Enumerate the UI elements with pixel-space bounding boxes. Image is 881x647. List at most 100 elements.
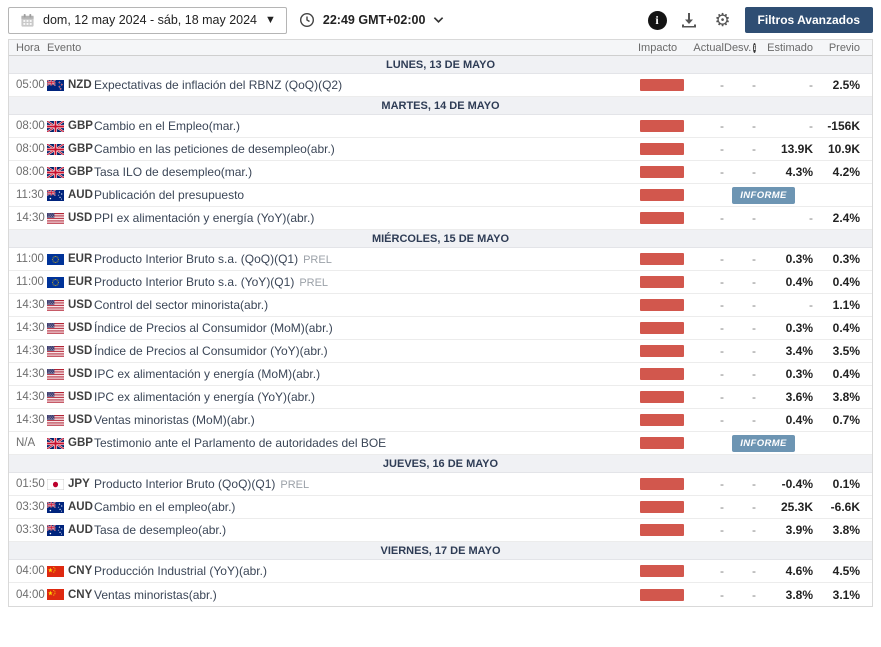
estimado-value: - — [809, 119, 813, 133]
flag-jpy-icon — [47, 478, 64, 490]
impact-cell — [638, 414, 690, 426]
flag-usd-icon — [47, 322, 64, 334]
actual-value: - — [720, 142, 724, 156]
event-row[interactable]: 14:30 USD IPC ex alimentación y energía (M… — [9, 363, 872, 386]
event-row[interactable]: 14:30 USD Índice de Precios al Consumidor … — [9, 317, 872, 340]
event-row[interactable]: 03:30 AUD Tasa de desempleo(abr.) - - 3.9% 3.8… — [9, 519, 872, 542]
event-name: Expectativas de inflación del RBNZ (QoQ)… — [94, 78, 343, 92]
event-name: Producto Interior Bruto s.a. (YoY)(Q1) PR… — [94, 275, 329, 289]
previo-value: 0.4% — [832, 321, 860, 335]
event-row[interactable]: 11:00 EUR Producto Interior Bruto s.a. (Qo… — [9, 248, 872, 271]
event-suffix: PREL — [280, 479, 310, 491]
event-row[interactable]: 04:00 CNY Ventas minoristas(abr.) - - 3.8% 3.1… — [9, 583, 872, 606]
event-row[interactable]: 04:00 CNY Producción Industrial (YoY)(abr.… — [9, 560, 872, 583]
event-time: 05:00 — [16, 79, 45, 91]
download-icon[interactable] — [677, 8, 701, 32]
impact-cell — [638, 189, 690, 201]
event-name: Índice de Precios al Consumidor (MoM)(ab… — [94, 321, 333, 335]
impact-bar — [640, 478, 684, 490]
event-time: 04:00 — [16, 565, 45, 577]
impact-bar — [640, 368, 684, 380]
impact-bar — [640, 524, 684, 536]
impact-bar — [640, 120, 684, 132]
date-range-picker[interactable]: dom, 12 may 2024 - sáb, 18 may 2024 ▼ — [8, 6, 287, 34]
desv-value: - — [752, 413, 756, 427]
currency-code: USD — [68, 368, 93, 380]
advanced-filters-button[interactable]: Filtros Avanzados — [744, 7, 873, 33]
actual-value: - — [720, 119, 724, 133]
event-row[interactable]: 03:30 AUD Cambio en el empleo(abr.) - - 25.3K… — [9, 496, 872, 519]
event-row[interactable]: 11:00 EUR Producto Interior Bruto s.a. (Yo… — [9, 271, 872, 294]
event-name: Producción Industrial (YoY)(abr.) — [94, 564, 267, 578]
event-name: PPI ex alimentación y energía (YoY)(abr.… — [94, 211, 315, 225]
event-row[interactable]: N/A GBP Testimonio ante el Parlamento de a… — [9, 432, 872, 455]
event-name: Control del sector minorista(abr.) — [94, 298, 269, 312]
event-currency: USD — [47, 345, 94, 357]
event-row[interactable]: 05:00 NZD Expectativas de inflación del RB… — [9, 74, 872, 97]
previo-value: 1.1% — [832, 298, 860, 312]
timezone-selector[interactable]: 22:49 GMT+02:00 — [299, 12, 445, 29]
event-row[interactable]: 08:00 GBP Cambio en las peticiones de dese… — [9, 138, 872, 161]
impact-cell — [638, 478, 690, 490]
event-row[interactable]: 08:00 GBP Cambio en el Empleo(mar.) - - - -156… — [9, 115, 872, 138]
estimado-value: 0.3% — [785, 321, 813, 335]
event-name: Tasa ILO de desempleo(mar.) — [94, 165, 253, 179]
event-row[interactable]: 14:30 USD IPC ex alimentación y energía (Y… — [9, 386, 872, 409]
gear-icon[interactable]: ⚙ — [714, 10, 731, 30]
event-time: 11:30 — [16, 189, 44, 201]
impact-bar — [640, 189, 684, 201]
event-time: 08:00 — [16, 143, 45, 155]
estimado-value: - — [809, 298, 813, 312]
currency-code: EUR — [68, 276, 93, 288]
desv-value: - — [752, 321, 756, 335]
impact-cell — [638, 565, 690, 577]
impact-cell — [638, 166, 690, 178]
event-time: 08:00 — [16, 120, 45, 132]
desv-value: - — [752, 119, 756, 133]
event-row[interactable]: 01:50 JPY Producto Interior Bruto (QoQ)(Q1… — [9, 473, 872, 496]
desv-value: - — [752, 78, 756, 92]
event-row[interactable]: 11:30 AUD Publicación del presupuesto INFOR… — [9, 184, 872, 207]
desv-value: - — [752, 211, 756, 225]
desv-value: - — [752, 165, 756, 179]
currency-code: AUD — [68, 501, 93, 513]
event-currency: EUR — [47, 253, 94, 265]
informe-badge[interactable]: INFORME — [732, 186, 795, 204]
dropdown-caret-icon: ▼ — [265, 13, 276, 26]
info-button[interactable]: i — [647, 10, 667, 30]
header-desv: Desv. i — [724, 41, 756, 54]
event-currency: AUD — [47, 189, 94, 201]
previo-value: 0.7% — [832, 413, 860, 427]
event-currency: USD — [47, 414, 94, 426]
chevron-down-icon — [432, 14, 445, 27]
header-impacto: Impacto — [638, 41, 678, 54]
event-time: 14:30 — [16, 414, 45, 426]
event-currency: GBP — [47, 166, 94, 178]
event-time: 14:30 — [16, 345, 45, 357]
event-row[interactable]: 14:30 USD PPI ex alimentación y energía (Y… — [9, 207, 872, 230]
previo-value: 4.5% — [832, 564, 860, 578]
impact-cell — [638, 253, 690, 265]
event-name: Testimonio ante el Parlamento de autorid… — [94, 436, 387, 450]
desv-value: - — [752, 564, 756, 578]
event-name: Cambio en las peticiones de desempleo(ab… — [94, 142, 335, 156]
event-time: 11:00 — [16, 253, 44, 265]
event-row[interactable]: 14:30 USD Control del sector minorista(abr… — [9, 294, 872, 317]
event-row[interactable]: 14:30 USD Ventas minoristas (MoM)(abr.) - - 0… — [9, 409, 872, 432]
desv-info-icon[interactable]: i — [753, 42, 756, 53]
estimado-value: 0.4% — [785, 413, 813, 427]
flag-nzd-icon — [47, 79, 64, 91]
event-row[interactable]: 08:00 GBP Tasa ILO de desempleo(mar.) - - 4.3… — [9, 161, 872, 184]
event-currency: USD — [47, 212, 94, 224]
informe-badge[interactable]: INFORME — [732, 434, 795, 452]
estimado-value: 4.6% — [785, 564, 813, 578]
event-name: IPC ex alimentación y energía (YoY)(abr.… — [94, 390, 315, 404]
previo-value: 3.8% — [832, 523, 860, 537]
day-header: JUEVES, 16 DE MAYO — [9, 455, 872, 473]
event-row[interactable]: 14:30 USD Índice de Precios al Consumidor … — [9, 340, 872, 363]
event-name: Cambio en el Empleo(mar.) — [94, 119, 241, 133]
currency-code: USD — [68, 299, 93, 311]
event-time: 03:30 — [16, 501, 45, 513]
estimado-value: 3.4% — [785, 344, 813, 358]
flag-gbp-icon — [47, 143, 64, 155]
